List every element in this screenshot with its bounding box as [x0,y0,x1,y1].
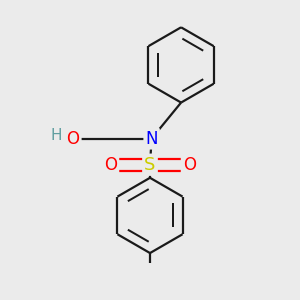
Text: N: N [146,130,158,148]
Text: S: S [144,156,156,174]
Text: H: H [50,128,61,143]
Text: O: O [67,130,80,148]
Text: O: O [183,156,196,174]
Text: O: O [104,156,117,174]
